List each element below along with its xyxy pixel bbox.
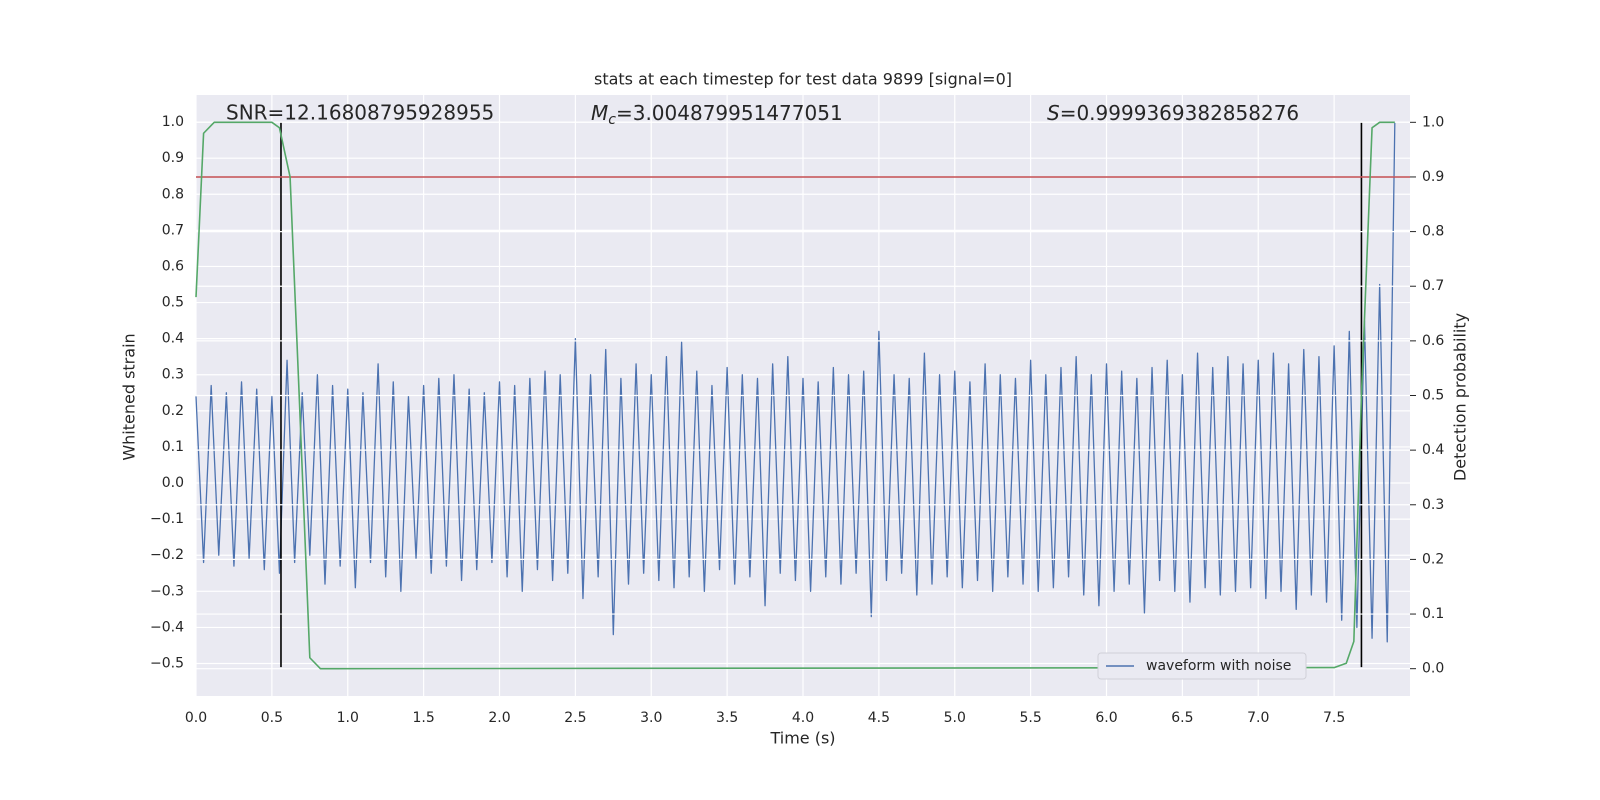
y-tick-label: −0.2 xyxy=(150,547,184,563)
x-tick-label: 0.0 xyxy=(185,710,207,726)
y2-tick-label: 0.3 xyxy=(1422,497,1444,513)
y-tick-label: 0.4 xyxy=(162,331,184,347)
y-tick-label: −0.5 xyxy=(150,656,184,672)
x-tick-label: 1.5 xyxy=(412,710,434,726)
y-tick-label: −0.3 xyxy=(150,583,184,599)
annotation: Mc=3.004879951477051 xyxy=(591,101,843,129)
legend-box xyxy=(1097,652,1307,680)
y-tick-label: 0.0 xyxy=(162,475,184,491)
x-tick-label: 7.0 xyxy=(1247,710,1269,726)
annotation-text: =3.004879951477051 xyxy=(616,101,843,125)
y2-tick-label: 0.8 xyxy=(1422,224,1444,240)
y-axis-label: Whitened strain xyxy=(120,333,139,460)
annotation-text: =0.9999369382858276 xyxy=(1060,101,1299,125)
y2-tick-label: 0.9 xyxy=(1422,169,1444,185)
x-tick-label: 4.5 xyxy=(868,710,890,726)
x-tick-label: 7.5 xyxy=(1323,710,1345,726)
y-tick-label: −0.4 xyxy=(150,619,184,635)
x-tick-label: 6.5 xyxy=(1171,710,1193,726)
y-tick-label: 0.6 xyxy=(162,258,184,274)
x-tick-label: 6.0 xyxy=(1095,710,1117,726)
x-tick-label: 0.5 xyxy=(261,710,283,726)
x-tick-label: 3.5 xyxy=(716,710,738,726)
annotation: SNR=12.16808795928955 xyxy=(226,101,494,125)
annotation-subscript: c xyxy=(608,112,616,128)
y-tick-label: 0.3 xyxy=(162,367,184,383)
y-tick-label: 0.1 xyxy=(162,439,184,455)
y-tick-label: 0.2 xyxy=(162,403,184,419)
y-tick-label: 0.8 xyxy=(162,186,184,202)
annotation-symbol: S xyxy=(1047,101,1060,125)
x-tick-label: 5.5 xyxy=(1019,710,1041,726)
data-line xyxy=(195,121,1395,670)
y2-tick-label: 0.2 xyxy=(1422,551,1444,567)
annotation-symbol: M xyxy=(591,101,608,125)
x-tick-label: 2.0 xyxy=(488,710,510,726)
y-tick-label: 0.9 xyxy=(162,150,184,166)
y-tick-label: 0.5 xyxy=(162,295,184,311)
x-tick-label: 2.5 xyxy=(564,710,586,726)
y2-tick-label: 0.0 xyxy=(1422,661,1444,677)
x-tick-label: 1.0 xyxy=(337,710,359,726)
y2-tick-label: 0.6 xyxy=(1422,333,1444,349)
chart-title: stats at each timestep for test data 989… xyxy=(594,70,1012,89)
x-tick-label: 4.0 xyxy=(792,710,814,726)
y2-tick-label: 0.7 xyxy=(1422,278,1444,294)
y-tick-label: 0.7 xyxy=(162,222,184,238)
annotation: S=0.9999369382858276 xyxy=(1047,101,1299,125)
x-tick-label: 5.0 xyxy=(944,710,966,726)
y2-axis-label: Detection probability xyxy=(1451,313,1470,481)
y-tick-label: 1.0 xyxy=(162,114,184,130)
data-line xyxy=(195,122,1396,643)
y-tick-label: −0.1 xyxy=(150,511,184,527)
y2-tick-label: 1.0 xyxy=(1422,114,1444,130)
x-tick-label: 3.0 xyxy=(640,710,662,726)
y2-tick-label: 0.1 xyxy=(1422,606,1444,622)
legend-label: waveform with noise xyxy=(1146,658,1291,674)
y2-tick-label: 0.4 xyxy=(1422,442,1444,458)
y2-tick-label: 0.5 xyxy=(1422,388,1444,404)
x-axis-label: Time (s) xyxy=(769,729,835,748)
